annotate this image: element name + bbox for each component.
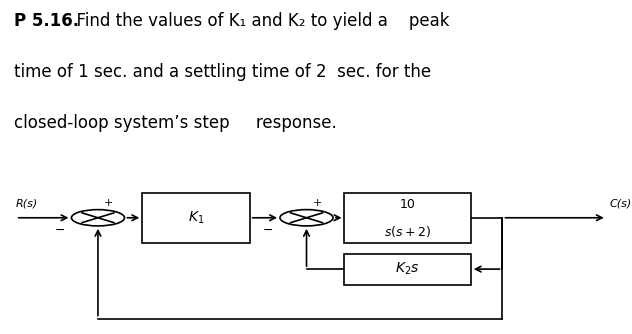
Circle shape: [280, 210, 333, 226]
Text: Find the values of K₁ and K₂ to yield a    peak: Find the values of K₁ and K₂ to yield a …: [66, 12, 449, 30]
Text: +: +: [313, 198, 322, 208]
FancyBboxPatch shape: [142, 193, 250, 243]
Text: 10: 10: [399, 198, 416, 211]
Text: $K_1$: $K_1$: [188, 209, 204, 226]
Text: P 5.16.: P 5.16.: [14, 12, 79, 30]
Text: closed-loop system’s step     response.: closed-loop system’s step response.: [14, 114, 337, 132]
Text: time of 1 sec. and a settling time of 2  sec. for the: time of 1 sec. and a settling time of 2 …: [14, 63, 431, 81]
Text: $s(s + 2)$: $s(s + 2)$: [384, 224, 431, 239]
Text: C(s): C(s): [610, 198, 632, 208]
Text: −: −: [54, 224, 65, 237]
Circle shape: [71, 210, 125, 226]
Text: R(s): R(s): [16, 198, 38, 208]
Text: $K_2s$: $K_2s$: [396, 261, 420, 277]
Text: −: −: [263, 224, 274, 237]
Text: +: +: [104, 198, 114, 208]
FancyBboxPatch shape: [344, 254, 471, 285]
FancyBboxPatch shape: [344, 193, 471, 243]
